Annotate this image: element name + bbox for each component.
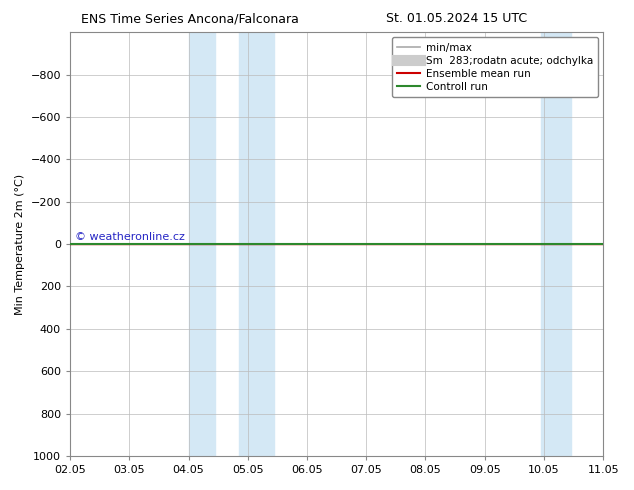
Bar xyxy=(188,32,215,456)
Bar xyxy=(239,32,275,456)
Legend: min/max, Sm  283;rodatn acute; odchylka, Ensemble mean run, Controll run: min/max, Sm 283;rodatn acute; odchylka, … xyxy=(392,37,598,97)
Text: © weatheronline.cz: © weatheronline.cz xyxy=(75,232,185,242)
Text: St. 01.05.2024 15 UTC: St. 01.05.2024 15 UTC xyxy=(386,12,527,25)
Y-axis label: Min Temperature 2m (°C): Min Temperature 2m (°C) xyxy=(15,173,25,315)
Bar xyxy=(541,32,571,456)
Text: ENS Time Series Ancona/Falconara: ENS Time Series Ancona/Falconara xyxy=(81,12,299,25)
